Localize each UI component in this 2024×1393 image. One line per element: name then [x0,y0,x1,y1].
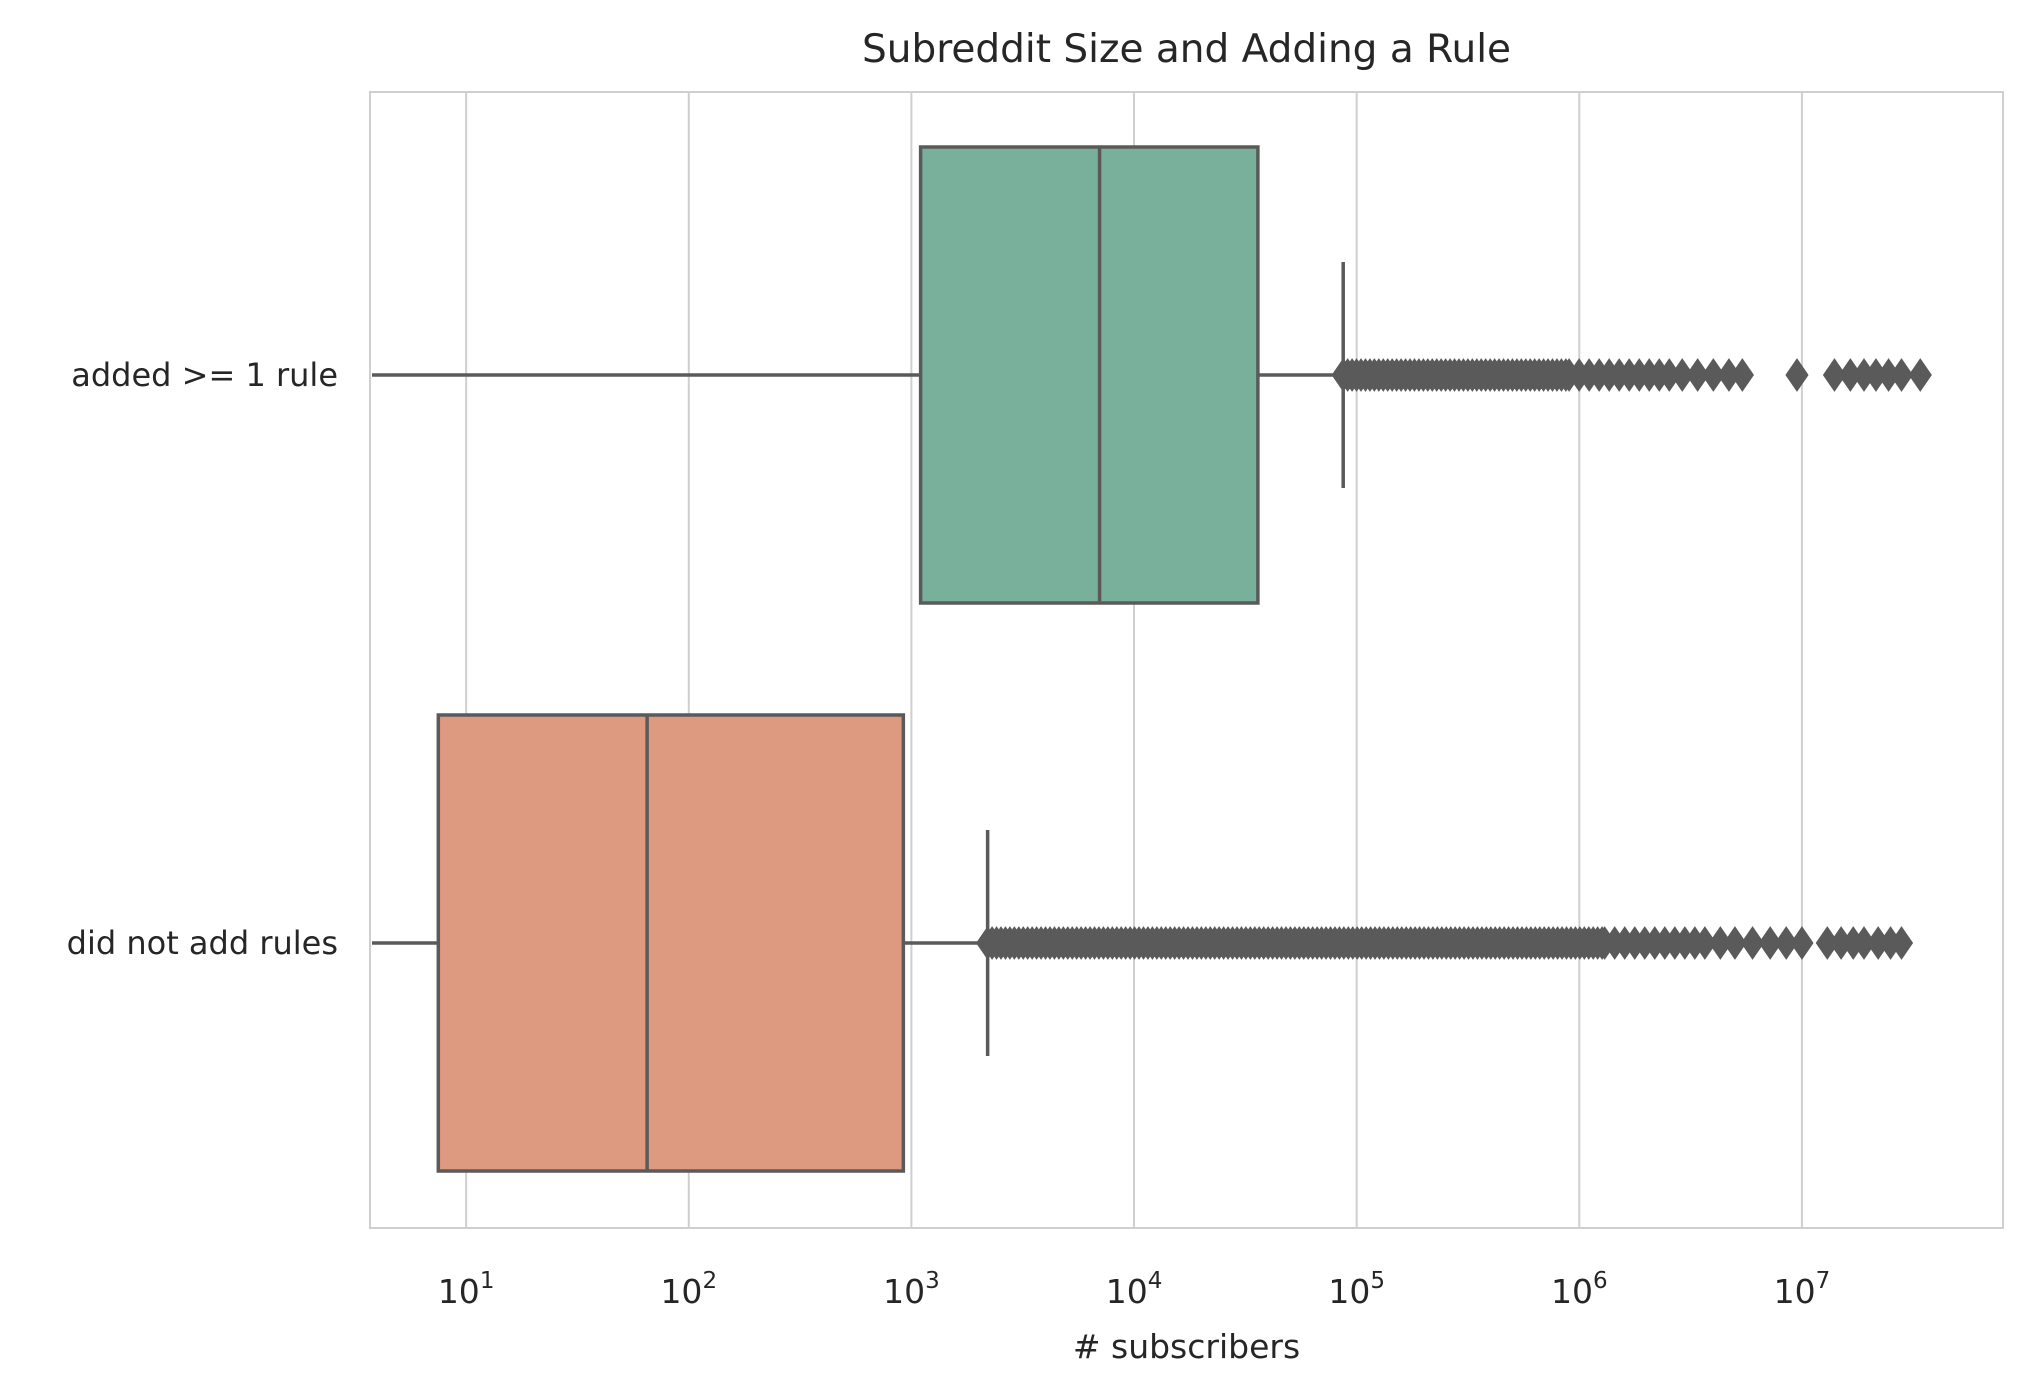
x-tick-label: 107 [1774,1268,1831,1311]
outlier-point [1785,358,1809,392]
iqr-box [918,145,1260,605]
x-tick-label: 101 [438,1268,495,1311]
plot-frame [369,91,2004,1229]
outliers [1331,358,1932,392]
x-tick-label: 106 [1551,1268,1608,1311]
outlier-point [1908,358,1932,392]
outlier-point [1730,358,1754,392]
outlier-point [1889,926,1914,960]
outlier-point [1790,926,1814,960]
box-layer [372,145,1932,1173]
box-no-rule [372,713,1914,1173]
chart-title: Subreddit Size and Adding a Rule [862,27,1511,72]
x-axis-label: # subscribers [1073,1327,1300,1366]
x-tick-labels: 101 102 103 104 105 106 107 [438,1268,1830,1311]
outliers [976,926,1914,960]
x-tick-label: 104 [1106,1268,1163,1311]
category-label: did not add rules [67,924,338,962]
box-added-rule [372,145,1932,605]
iqr-box [436,713,906,1173]
category-label: added >= 1 rule [71,356,338,394]
x-tick-label: 102 [660,1268,717,1311]
x-tick-label: 105 [1328,1268,1385,1311]
x-tick-label: 103 [883,1268,940,1311]
category-labels: added >= 1 rule did not add rules [67,356,338,962]
